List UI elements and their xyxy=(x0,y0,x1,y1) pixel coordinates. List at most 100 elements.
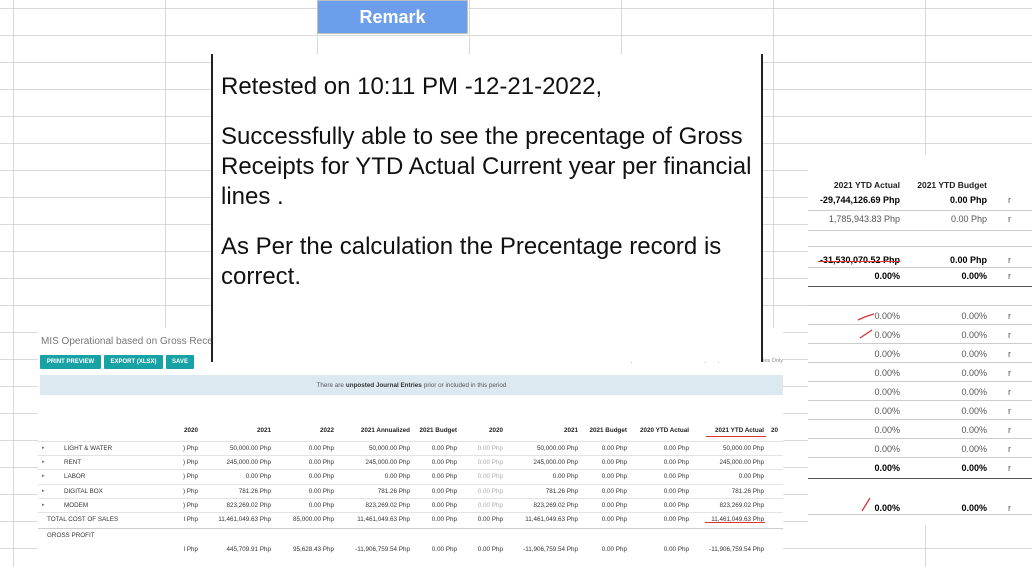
ytd-budget-cell: 0.00% xyxy=(961,271,987,281)
report-value-cell: 0.00 Php xyxy=(477,488,503,495)
ytd-row: 0.00% 0.00% r xyxy=(808,365,1032,384)
ytd-row: 0.00% 0.00% r xyxy=(808,460,1032,479)
ytd-row-divider xyxy=(808,514,1032,515)
ytd-edge-cell: r xyxy=(1008,387,1011,397)
report-value-cell: 11,461,049.63 Php xyxy=(218,516,271,523)
ytd-row: 1,785,943.83 Php 0.00 Php r xyxy=(808,211,1032,230)
report-column-header[interactable]: 2021 Annualized xyxy=(360,427,410,434)
ytd-edge-cell: r xyxy=(1008,330,1011,340)
report-value-cell: 0.00 Php xyxy=(308,488,334,495)
ytd-actual-cell: 0.00% xyxy=(874,503,900,513)
remark-column-header[interactable]: Remark xyxy=(317,0,468,34)
ytd-actual-cell: 0.00% xyxy=(874,444,900,454)
red-underline-total-mark xyxy=(705,522,765,523)
report-column-header[interactable]: 2021 Budget xyxy=(419,427,457,434)
report-line-row[interactable]: ▸ LABOR) Php 0.00 Php 0.00 Php 0.00 Php 0.00 … xyxy=(38,469,783,484)
report-value-cell: 0.00 Php xyxy=(431,459,457,466)
report-line-row[interactable]: ▸ MODEM ) Php 823,269.02 Php 0.00 Php 823,269… xyxy=(38,498,783,513)
note-calculation-line: As Per the calculation the Precentage re… xyxy=(221,233,722,290)
report-line-row[interactable]: ▸ LIGHT & WATER ) Php 50,000.00 Php 0.00 Php… xyxy=(38,441,783,456)
report-column-header[interactable]: 2022 xyxy=(319,427,334,434)
ytd-row-divider xyxy=(808,230,1032,231)
ytd-edge-cell: r xyxy=(1008,406,1011,416)
ytd-row: 0.00% 0.00% r xyxy=(808,441,1032,460)
expand-arrow-icon[interactable]: ▸ xyxy=(42,473,45,479)
report-value-cell: 823,269.02 Php xyxy=(226,502,271,509)
ytd-edge-cell: r xyxy=(1008,195,1011,205)
ytd-row: 0.00% 0.00% r xyxy=(808,308,1032,327)
report-column-header[interactable]: 2021 xyxy=(256,427,271,434)
row-label: LIGHT & WATER xyxy=(64,445,113,452)
ytd-row-divider xyxy=(808,343,1032,344)
report-line-row[interactable]: ▸ RENT) Php 245,000.00 Php 0.00 Php 245,000.… xyxy=(38,455,783,470)
ytd-row: 0.00% 0.00% r xyxy=(808,422,1032,441)
report-column-header[interactable]: 20 xyxy=(771,427,779,434)
report-column-header[interactable]: 2020 xyxy=(183,427,198,434)
ytd-actual-cell: 0.00% xyxy=(874,463,900,473)
report-value-cell: 245,000.00 Php xyxy=(533,459,578,466)
report-column-header[interactable]: 2021 YTD Actual xyxy=(715,427,764,434)
report-value-cell: 0.00 Php xyxy=(601,546,627,553)
ytd-row: 0.00% 0.00% r xyxy=(808,403,1032,422)
report-value-cell: 781.26 Php xyxy=(377,488,410,495)
ytd-budget-cell: 0.00% xyxy=(961,330,987,340)
ytd-budget-cell: 0.00% xyxy=(961,406,987,416)
report-value-cell: 245,000.00 Php xyxy=(719,459,764,466)
report-value-cell: 0.00 Php xyxy=(477,546,503,553)
ytd-actual-cell: 0.00% xyxy=(874,406,900,416)
report-value-cell: -11,906,759.54 Php xyxy=(355,546,410,553)
report-column-header[interactable]: 2021 xyxy=(563,427,578,434)
ytd-row-divider xyxy=(808,305,1032,306)
report-column-headers: 2020 2021 2022 2021 Annualized 2021 Budget 20… xyxy=(38,424,783,437)
export-xlsx-button[interactable]: EXPORT (XLSX) xyxy=(104,355,163,369)
note-retest-line: Retested on 10:11 PM -12-21-2022, xyxy=(221,73,603,100)
print-preview-button[interactable]: PRINT PREVIEW xyxy=(40,355,101,369)
red-checkmarks xyxy=(857,313,875,512)
expand-arrow-icon[interactable]: ▸ xyxy=(42,459,45,465)
ytd-row: -31,530,070.52 Php 0.00 Php r xyxy=(808,252,1032,271)
report-value-cell: 245,000.00 Php xyxy=(365,459,410,466)
expand-arrow-icon[interactable]: ▸ xyxy=(42,488,45,494)
report-value-cell: -11,906,759.54 Php xyxy=(523,546,578,553)
ytd-row: -29,744,126.69 Php 0.00 Php r xyxy=(808,192,1032,211)
report-value-cell: 823,269.02 Php xyxy=(533,502,578,509)
report-value-cell: ) Php xyxy=(182,445,198,452)
report-column-header[interactable]: 2020 YTD Actual xyxy=(640,427,689,434)
report-value-cell: 0.00 Php xyxy=(308,473,334,480)
ytd-row: 0.00% 0.00% r xyxy=(808,268,1032,287)
report-value-cell: 0.00 Php xyxy=(431,546,457,553)
report-value-cell: 0.00 Php xyxy=(601,502,627,509)
report-value-cell: 0.00 Php xyxy=(431,488,457,495)
report-value-cell: -11,906,759.54 Php xyxy=(709,546,764,553)
expand-arrow-icon[interactable]: ▸ xyxy=(42,502,45,508)
report-value-cell: ) Php xyxy=(182,502,198,509)
expand-arrow-icon[interactable]: ▸ xyxy=(42,445,45,451)
report-column-header[interactable]: 2020 xyxy=(488,427,503,434)
ytd-row-divider xyxy=(808,438,1032,439)
ytd-actual-cell: -29,744,126.69 Php xyxy=(819,195,900,205)
gross-profit-row: GROSS PROFIT l Php 445,709.91 Php 95,628.43… xyxy=(38,528,783,553)
report-value-cell: 445,709.91 Php xyxy=(226,546,271,553)
ytd-budget-cell: 0.00 Php xyxy=(950,214,987,224)
report-column-header[interactable]: 2021 Budget xyxy=(589,427,627,434)
report-value-cell: 0.00 Php xyxy=(431,502,457,509)
save-button[interactable]: SAVE xyxy=(166,355,194,369)
report-value-cell: 0.00 Php xyxy=(601,445,627,452)
report-value-cell: 0.00 Php xyxy=(431,516,457,523)
ytd-edge-cell: r xyxy=(1008,463,1011,473)
report-value-cell: 823,269.02 Php xyxy=(719,502,764,509)
total-cost-row: TOTAL COST OF SALES l Php 11,461,049.63 Ph… xyxy=(38,512,783,527)
ytd-budget-cell: 0.00% xyxy=(961,444,987,454)
report-value-cell: 0.00 Php xyxy=(477,502,503,509)
row-label: DIGITAL BOX xyxy=(64,488,103,495)
ytd-edge-cell: r xyxy=(1008,444,1011,454)
report-value-cell: 0.00 Php xyxy=(477,516,503,523)
row-label: MODEM xyxy=(64,502,89,509)
report-value-cell: 11,461,049.63 Php xyxy=(357,516,410,523)
report-value-cell: 0.00 Php xyxy=(663,488,689,495)
report-value-cell: l Php xyxy=(183,516,198,523)
report-line-row[interactable]: ▸ DIGITAL BOX) Php 781.26 Php 0.00 Php 781.2… xyxy=(38,484,783,499)
ytd-edge-cell: r xyxy=(1008,349,1011,359)
report-value-cell: 50,000.00 Php xyxy=(723,445,764,452)
banner-text-pre: There are xyxy=(316,381,344,389)
